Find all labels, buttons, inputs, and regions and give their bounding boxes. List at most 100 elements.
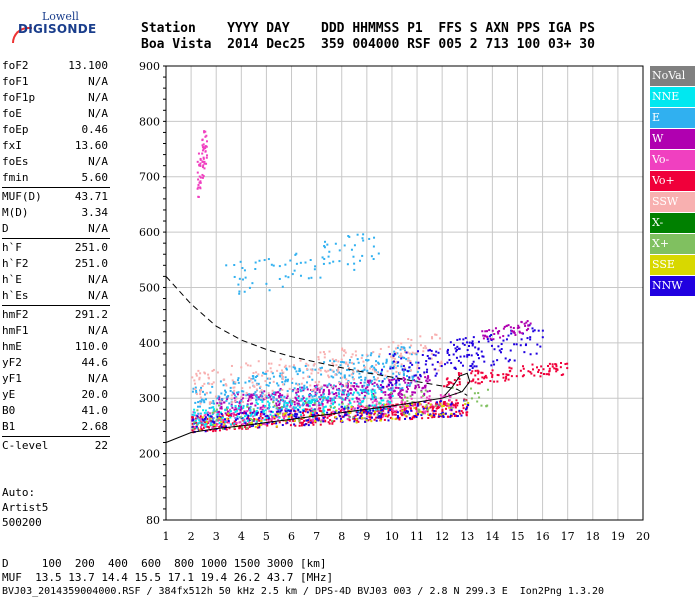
echo-point	[431, 405, 434, 408]
echo-point	[431, 337, 434, 340]
echo-point	[448, 399, 451, 402]
echo-point	[429, 349, 432, 352]
echo-point	[371, 393, 374, 396]
echo-point	[407, 370, 410, 373]
echo-point	[278, 409, 281, 412]
echo-point	[457, 373, 460, 376]
echo-point	[248, 394, 251, 397]
echo-point	[257, 398, 260, 401]
echo-point	[432, 412, 435, 415]
echo-point	[273, 422, 276, 425]
echo-point	[332, 407, 335, 410]
echo-point	[328, 350, 331, 353]
echo-point	[370, 365, 373, 368]
echo-point	[205, 156, 208, 159]
echo-point	[282, 416, 285, 419]
echo-point	[352, 371, 355, 374]
echo-point	[427, 349, 430, 352]
echo-point	[481, 376, 484, 379]
legend-item: X-	[650, 213, 695, 233]
echo-point	[503, 325, 506, 328]
echo-point	[275, 399, 278, 402]
echo-point	[332, 363, 335, 366]
echo-point	[392, 354, 395, 357]
param-separator	[2, 187, 110, 188]
echo-point	[253, 410, 256, 413]
echo-point	[203, 130, 206, 133]
echo-point	[372, 406, 375, 409]
echo-point	[408, 413, 411, 416]
echo-point	[330, 414, 333, 417]
echo-point	[266, 377, 269, 380]
echo-point	[477, 382, 480, 385]
echo-point	[273, 421, 276, 424]
echo-point	[219, 416, 222, 419]
echo-point	[211, 420, 214, 423]
echo-point	[430, 414, 433, 417]
echo-point	[210, 421, 213, 424]
param-key: MUF(D)	[2, 190, 42, 203]
echo-point	[212, 417, 215, 420]
echo-point	[326, 411, 329, 414]
echo-point	[278, 277, 281, 280]
echo-point	[195, 374, 198, 377]
echo-point	[450, 412, 453, 415]
echo-point	[321, 411, 324, 414]
echo-point	[443, 400, 446, 403]
echo-point	[492, 338, 495, 341]
echo-point	[308, 399, 311, 402]
echo-point	[251, 375, 254, 378]
echo-point	[319, 403, 322, 406]
echo-point	[195, 425, 198, 428]
echo-point	[410, 397, 413, 400]
echo-point	[389, 381, 392, 384]
echo-point	[426, 368, 429, 371]
echo-point	[322, 406, 325, 409]
echo-point	[235, 413, 238, 416]
echo-point	[279, 412, 282, 415]
echo-point	[268, 410, 271, 413]
echo-point	[264, 380, 267, 383]
echo-point	[400, 401, 403, 404]
echo-point	[316, 387, 319, 390]
echo-point	[412, 391, 415, 394]
param-row: D N/A	[2, 221, 110, 237]
echo-point	[361, 369, 364, 372]
echo-point	[196, 171, 199, 174]
echo-point	[450, 408, 453, 411]
echo-point	[245, 391, 248, 394]
echo-point	[191, 413, 194, 416]
echo-point	[353, 262, 356, 265]
echo-point	[391, 384, 394, 387]
echo-point	[213, 425, 216, 428]
echo-point	[300, 413, 303, 416]
echo-point	[373, 236, 376, 239]
echo-point	[419, 344, 422, 347]
echo-point	[297, 390, 300, 393]
echo-point	[204, 419, 207, 422]
echo-point	[229, 389, 232, 392]
echo-point	[250, 395, 253, 398]
echo-point	[562, 373, 565, 376]
echo-point	[295, 262, 298, 265]
echo-point	[336, 370, 339, 373]
echo-point	[472, 336, 475, 339]
echo-point	[388, 379, 391, 382]
echo-point	[331, 358, 334, 361]
echo-point	[507, 378, 510, 381]
echo-point	[282, 415, 285, 418]
echo-point	[251, 394, 254, 397]
echo-point	[502, 373, 505, 376]
echo-point	[376, 377, 379, 380]
echo-point	[228, 408, 231, 411]
echo-point	[218, 398, 221, 401]
echo-point	[449, 415, 452, 418]
echo-point	[343, 414, 346, 417]
param-row: h`Es N/A	[2, 288, 110, 304]
echo-point	[403, 367, 406, 370]
echo-point	[463, 355, 466, 358]
echo-point	[382, 399, 385, 402]
echo-point	[199, 176, 202, 179]
echo-point	[456, 345, 459, 348]
